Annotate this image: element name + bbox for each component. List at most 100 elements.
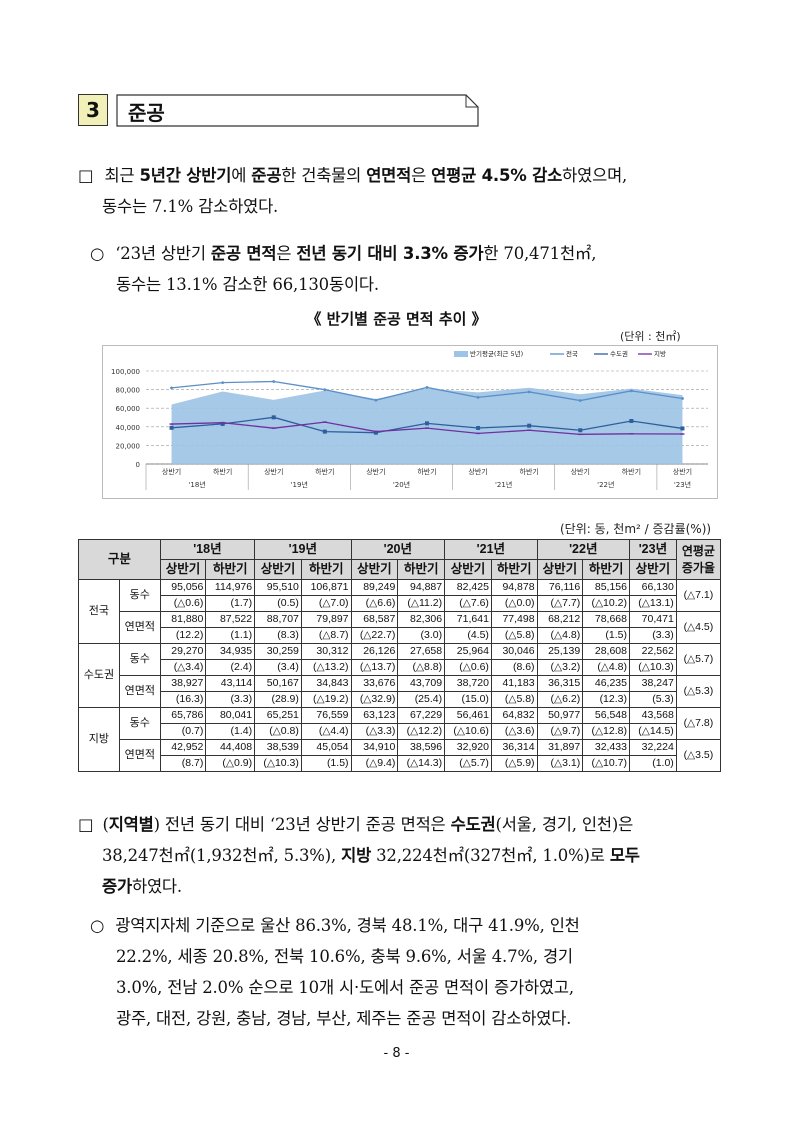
rate-cell: (△0.0) [490,595,538,612]
year-header: '21년 [444,539,538,560]
x-tick-label: 상반기 [162,467,181,476]
rate-cell: (16.3) [159,691,207,708]
value-cell: 82,425 [444,579,492,596]
legend-label: 지방 [654,349,666,358]
value-cell: 64,832 [490,707,538,724]
rate-cell: (△32.9) [350,691,399,708]
group-label: 지방 [78,707,120,772]
value-cell: 94,878 [490,579,538,596]
row-label: 동수 [118,707,161,740]
table-row: 연면적 38,927 43,114 50,167 34,843 33,676 43,709 3… [79,675,722,708]
rate-cell: (△5.8) [490,691,538,708]
rate-cell: (△3.3) [350,723,399,740]
value-cell: 31,897 [536,739,584,756]
value-cell: 29,270 [159,643,207,660]
avg-rate-cell: (△3.5) [675,739,722,772]
series-marker [169,425,174,430]
table-rate-row: (△3.4) (2.4) (3.4) (△13.2) (△13.7) (△8.8) (△0.… [79,659,721,676]
value-cell: 114,976 [205,579,256,596]
rate-cell: (△13.7) [350,659,399,676]
section-title-frame [116,94,479,127]
rate-cell: (△9.4) [350,755,399,772]
half-header: 하반기 [582,559,630,580]
regional-paragraph: □ (지역별) 전년 동기 대비 ‘23년 상반기 준공 면적은 수도권(서울,… [78,815,640,896]
value-cell: 76,559 [300,707,352,724]
x-tick-label: 하반기 [315,467,334,476]
rate-cell: (△7.7) [536,595,584,612]
avg-rate-cell: (△7.1) [675,579,722,612]
value-cell: 45,054 [300,739,352,756]
area-series-5yr-avg [171,387,683,464]
series-marker [221,381,225,385]
series-marker [476,395,480,399]
value-cell: 32,920 [444,739,492,756]
value-cell: 38,596 [397,739,446,756]
rate-cell: (△22.7) [350,627,399,644]
year-header: '23년 [629,539,677,560]
value-cell: 71,641 [444,611,492,628]
value-cell: 66,130 [629,579,677,596]
value-cell: 106,871 [300,579,352,596]
value-cell: 95,510 [254,579,302,596]
rate-cell: (3.3) [629,627,677,644]
row-label: 연면적 [118,611,161,644]
series-marker [323,388,327,392]
rate-cell: (△10.3) [629,659,677,676]
value-cell: 38,720 [444,675,492,692]
y-tick-label: 80,000 [116,387,141,395]
rate-cell: (△13.2) [300,659,352,676]
x-tick-label: 하반기 [417,467,436,476]
sub-paragraph-2: ○ 광역지자체 기준으로 울산 86.3%, 경북 48.1%, 대구 41.9… [90,916,580,1028]
rate-cell: (1.4) [205,723,256,740]
rate-cell: (4.5) [444,627,492,644]
value-cell: 46,235 [582,675,630,692]
series-marker [629,389,633,393]
year-header: '18년 [159,539,256,560]
series-marker [578,428,583,433]
year-header: '20년 [350,539,446,560]
table-rate-row: (12.2) (1.1) (8.3) (△8.7) (△22.7) (3.0) (4.5)(… [79,627,721,644]
value-cell: 68,587 [350,611,399,628]
rate-cell: (8.7) [159,755,207,772]
value-cell: 50,167 [254,675,302,692]
series-marker [425,421,429,426]
year-group-label: '20년 [393,480,410,489]
rate-cell: (△3.4) [159,659,207,676]
sub-paragraph-1: ○ ‘23년 상반기 준공 면적은 전년 동기 대비 3.3% 증가한 70,4… [90,238,730,300]
chart: 100,000 80,000 60,000 40,000 20,000 0 상반기 하반기 상반… [102,345,718,499]
rate-cell: (△10.2) [582,595,630,612]
half-header: 상반기 [159,559,207,580]
value-cell: 36,315 [536,675,584,692]
rate-cell: (5.3) [629,691,677,708]
table-rate-row: (16.3) (3.3) (28.9) (△19.2) (△32.9) (25.4) (15… [79,691,721,708]
series-marker [527,390,531,394]
year-group-label: '21년 [495,480,512,489]
rate-cell: (△5.9) [490,755,538,772]
x-tick-label: 상반기 [571,467,590,476]
value-cell: 63,123 [350,707,399,724]
rate-cell: (△3.6) [490,723,538,740]
legend-label: 반기평균(최근 5년) [470,349,523,358]
row-label: 동수 [118,643,161,676]
stats-table: 구분 '18년 '19년 '20년 '21년 '22년 '23년 연평균 증가율 상반기 하반기… [78,539,722,772]
series-marker [425,386,429,389]
year-group-label: '18년 [188,480,205,489]
value-cell: 68,212 [536,611,584,628]
rate-cell: (3.3) [205,691,256,708]
value-cell: 76,116 [536,579,584,596]
rate-cell: (△10.7) [582,755,630,772]
y-tick-label: 60,000 [116,405,141,413]
series-marker [527,423,532,428]
year-group-label: '23년 [674,480,691,489]
half-header: 하반기 [300,559,352,580]
value-cell: 34,910 [350,739,399,756]
rate-cell: (△5.7) [444,755,492,772]
chart-unit: (단위 : 천㎡) [620,330,681,343]
value-cell: 25,964 [444,643,492,660]
avg-rate-cell: (△4.5) [675,611,722,644]
value-cell: 44,408 [205,739,256,756]
y-tick-label: 100,000 [111,368,140,376]
rate-cell: (3.0) [397,627,446,644]
rate-cell: (1.5) [300,755,352,772]
rate-cell: (15.0) [444,691,492,708]
